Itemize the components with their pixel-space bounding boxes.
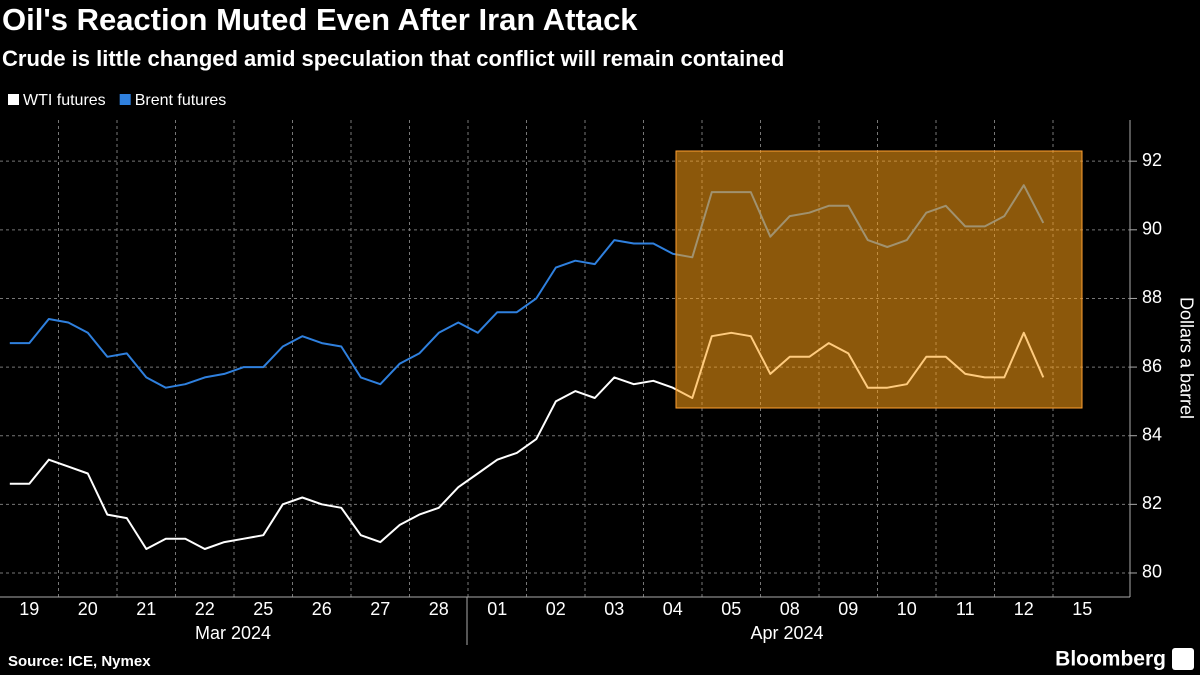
- x-tick-label: 12: [1014, 599, 1034, 619]
- y-tick-label: 84: [1142, 424, 1162, 444]
- brand-icon: [1172, 648, 1194, 670]
- x-tick-label: 04: [663, 599, 683, 619]
- x-tick-label: 10: [897, 599, 917, 619]
- y-tick-label: 92: [1142, 150, 1162, 170]
- legend-label: Brent futures: [135, 92, 227, 109]
- y-tick-label: 82: [1142, 493, 1162, 513]
- y-tick-label: 86: [1142, 356, 1162, 376]
- x-tick-label: 01: [487, 599, 507, 619]
- x-tick-label: 08: [780, 599, 800, 619]
- x-tick-label: 22: [195, 599, 215, 619]
- x-tick-label: 21: [136, 599, 156, 619]
- x-tick-label: 28: [429, 599, 449, 619]
- x-tick-label: 03: [604, 599, 624, 619]
- chart-title: Oil's Reaction Muted Even After Iran Att…: [2, 2, 638, 37]
- y-axis-label: Dollars a barrel: [1176, 297, 1196, 419]
- y-tick-label: 90: [1142, 219, 1162, 239]
- source: Source: ICE, Nymex: [8, 653, 151, 670]
- x-tick-label: 11: [956, 599, 975, 619]
- x-tick-label: 09: [838, 599, 858, 619]
- y-tick-label: 88: [1142, 287, 1162, 307]
- x-tick-label: 15: [1072, 599, 1092, 619]
- legend-swatch: [119, 94, 131, 105]
- chart-subtitle: Crude is little changed amid speculation…: [2, 46, 784, 71]
- x-tick-label: 26: [312, 599, 332, 619]
- y-tick-label: 80: [1142, 562, 1162, 582]
- month-label: Apr 2024: [750, 623, 823, 643]
- month-label: Mar 2024: [195, 623, 271, 643]
- x-tick-label: 25: [253, 599, 273, 619]
- legend-swatch: [8, 94, 19, 105]
- brand: Bloomberg: [1055, 648, 1166, 671]
- highlight-box: [675, 150, 1083, 409]
- x-tick-label: 20: [78, 599, 98, 619]
- x-tick-label: 27: [370, 599, 390, 619]
- x-tick-label: 05: [721, 599, 741, 619]
- legend-label: WTI futures: [23, 92, 106, 109]
- x-tick-label: 19: [19, 599, 39, 619]
- x-tick-label: 02: [546, 599, 566, 619]
